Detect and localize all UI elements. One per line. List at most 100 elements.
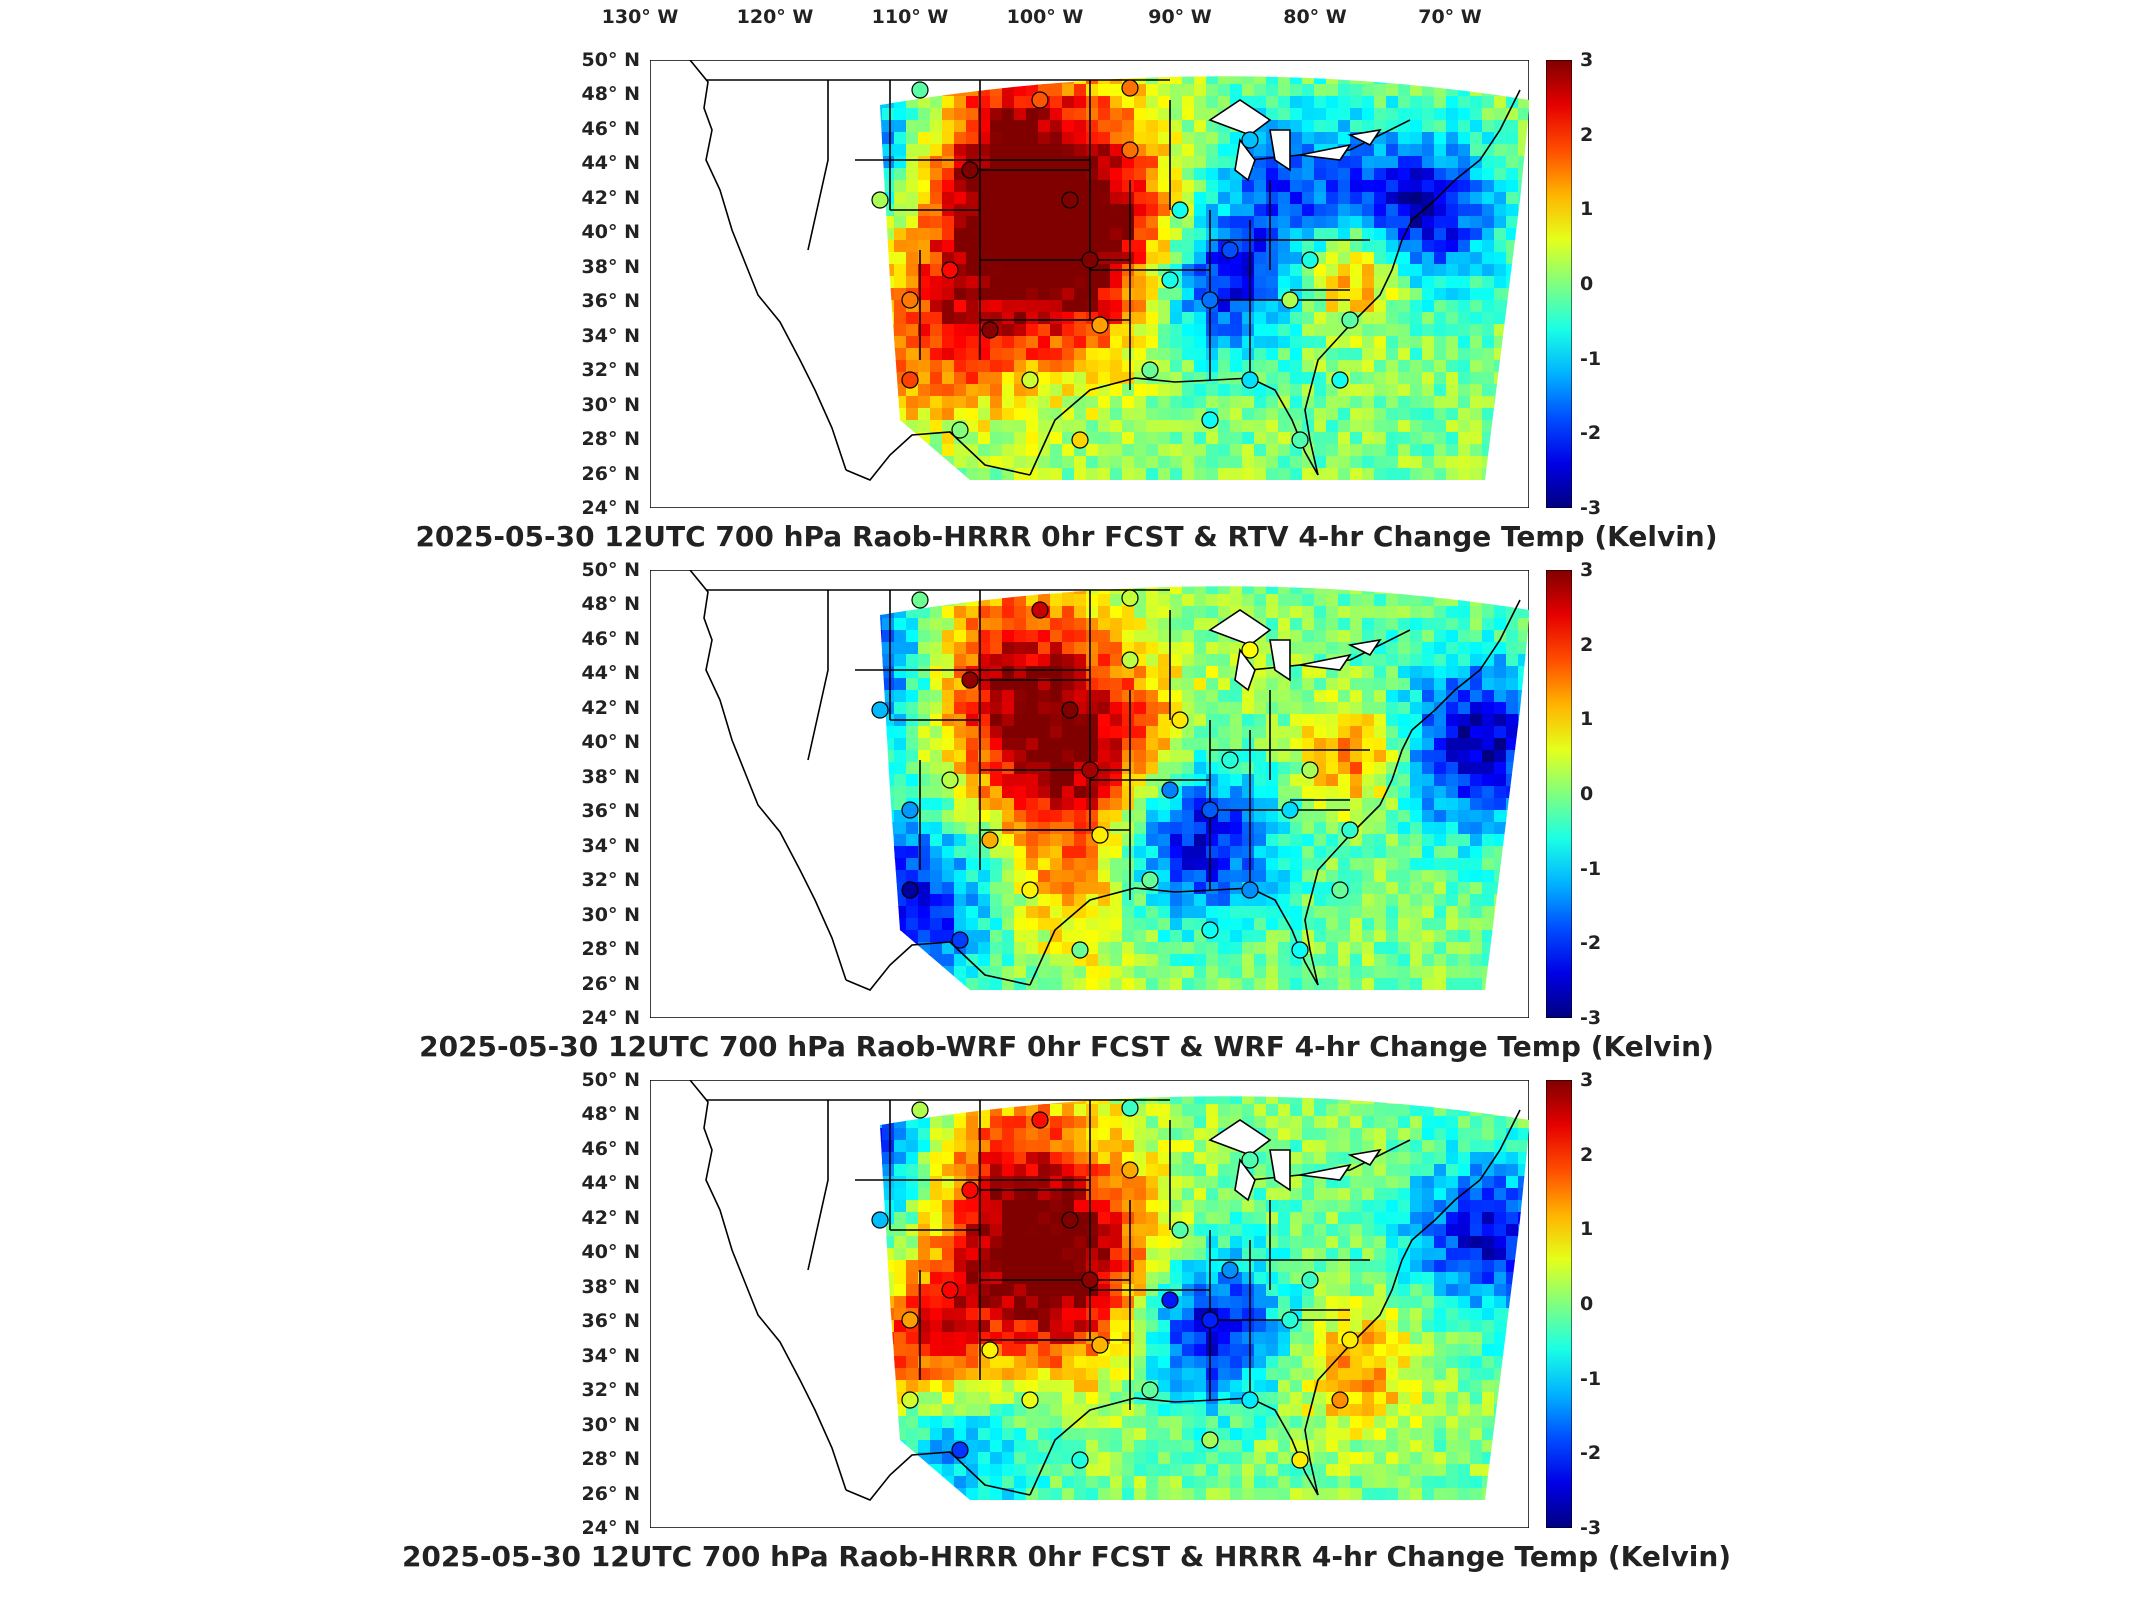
- lat-label: 44° N: [581, 1172, 640, 1195]
- lat-label: 36° N: [581, 290, 640, 313]
- raob-station-marker: [1331, 881, 1349, 899]
- raob-station-marker: [871, 1211, 889, 1229]
- lat-label: 30° N: [581, 1413, 640, 1436]
- lon-label: 70° W: [1418, 6, 1482, 28]
- raob-station-marker: [1061, 191, 1079, 209]
- raob-station-marker: [901, 371, 919, 389]
- raob-station-marker: [1291, 431, 1309, 449]
- colorbar-tick-label: -3: [1580, 497, 1602, 519]
- raob-stations: [871, 79, 1359, 449]
- raob-station-marker: [981, 1341, 999, 1359]
- colorbar-tick-label: -2: [1580, 932, 1602, 955]
- raob-station-marker: [951, 1441, 969, 1459]
- colorbar-tick-label: -2: [1580, 1442, 1602, 1465]
- raob-station-marker: [1091, 316, 1109, 334]
- colorbar: [1545, 1079, 1573, 1529]
- raob-station-marker: [1241, 131, 1259, 149]
- raob-station-marker: [1081, 761, 1099, 779]
- raob-station-marker: [1021, 1391, 1039, 1409]
- raob-station-marker: [1291, 941, 1309, 959]
- raob-station-marker: [1241, 371, 1259, 389]
- raob-station-marker: [1281, 801, 1299, 819]
- longitude-labels: 130° W 120° W 110° W 100° W 90° W 80° W …: [0, 0, 2133, 50]
- colorbar-tick-label: 3: [1580, 1069, 1594, 1091]
- raob-station-marker: [1301, 251, 1319, 269]
- raob-station-marker: [1301, 1271, 1319, 1289]
- raob-station-marker: [1201, 921, 1219, 939]
- lat-label: 32° N: [581, 1379, 640, 1402]
- raob-station-marker: [1141, 871, 1159, 889]
- raob-station-marker: [911, 1101, 929, 1119]
- colorbar-tick-label: -3: [1580, 1517, 1602, 1539]
- raob-station-marker: [961, 671, 979, 689]
- colorbar-tick-label: 3: [1580, 49, 1594, 71]
- colorbar-tick-label: 1: [1580, 198, 1594, 221]
- colorbar: [1545, 569, 1573, 1019]
- lat-label: 48° N: [581, 83, 640, 106]
- raob-station-marker: [1241, 1391, 1259, 1409]
- raob-station-marker: [1091, 1336, 1109, 1354]
- raob-station-marker: [1021, 371, 1039, 389]
- raob-station-marker: [871, 701, 889, 719]
- raob-station-marker: [1201, 1311, 1219, 1329]
- lon-label: 80° W: [1283, 6, 1347, 28]
- raob-station-marker: [1171, 201, 1189, 219]
- raob-station-marker: [901, 801, 919, 819]
- raob-station-marker: [901, 1311, 919, 1329]
- colorbar-tick-labels: 3 2 1 0 -1 -2 -3: [1580, 559, 1620, 1029]
- lat-label: 28° N: [581, 938, 640, 961]
- lat-label: 50° N: [581, 49, 640, 71]
- colorbar-tick-label: 0: [1580, 273, 1594, 295]
- lon-label: 130° W: [601, 6, 679, 28]
- lat-label: 34° N: [581, 1344, 640, 1367]
- panel-title: 2025-05-30 12UTC 700 hPa Raob-HRRR 0hr F…: [415, 520, 1718, 553]
- colorbar-tick-label: 3: [1580, 559, 1594, 581]
- map-svg: [650, 60, 1529, 508]
- map-svg: [650, 570, 1529, 1018]
- raob-station-marker: [911, 591, 929, 609]
- colorbar-tick-label: 2: [1580, 123, 1594, 146]
- lat-label: 28° N: [581, 428, 640, 451]
- raob-station-marker: [1121, 651, 1139, 669]
- lat-label: 36° N: [581, 800, 640, 823]
- lat-label: 32° N: [581, 869, 640, 892]
- lat-label: 48° N: [581, 593, 640, 616]
- colorbar-tick-label: -2: [1580, 422, 1602, 445]
- raob-station-marker: [1221, 751, 1239, 769]
- lat-label: 38° N: [581, 1275, 640, 1298]
- raob-station-marker: [901, 881, 919, 899]
- map-svg: [650, 1080, 1529, 1528]
- raob-station-marker: [911, 81, 929, 99]
- lat-label: 48° N: [581, 1103, 640, 1126]
- state-boundaries: [689, 60, 1521, 481]
- colorbar-tick-label: -1: [1580, 1367, 1602, 1390]
- raob-station-marker: [1331, 1391, 1349, 1409]
- colorbar: [1545, 59, 1573, 509]
- raob-station-marker: [1171, 711, 1189, 729]
- raob-station-marker: [941, 261, 959, 279]
- raob-stations: [871, 1099, 1359, 1469]
- raob-station-marker: [1121, 1099, 1139, 1117]
- lon-label: 120° W: [736, 6, 814, 28]
- lat-label: 44° N: [581, 152, 640, 175]
- raob-station-marker: [1341, 1331, 1359, 1349]
- lat-label: 32° N: [581, 359, 640, 382]
- raob-station-marker: [951, 931, 969, 949]
- raob-station-marker: [1061, 1211, 1079, 1229]
- raob-station-marker: [1201, 411, 1219, 429]
- raob-station-marker: [981, 321, 999, 339]
- lon-label: 90° W: [1148, 6, 1212, 28]
- temperature-map: [650, 60, 1529, 508]
- colorbar-tick-label: 1: [1580, 1218, 1594, 1241]
- lat-label: 46° N: [581, 627, 640, 650]
- lat-label: 34° N: [581, 324, 640, 347]
- raob-station-marker: [1081, 251, 1099, 269]
- lat-label: 24° N: [581, 1517, 640, 1539]
- temperature-field: [880, 586, 1529, 990]
- raob-station-marker: [901, 1391, 919, 1409]
- lat-label: 26° N: [581, 972, 640, 995]
- raob-station-marker: [1341, 311, 1359, 329]
- lat-label: 26° N: [581, 462, 640, 485]
- lat-label: 40° N: [581, 1241, 640, 1264]
- lat-label: 46° N: [581, 1137, 640, 1160]
